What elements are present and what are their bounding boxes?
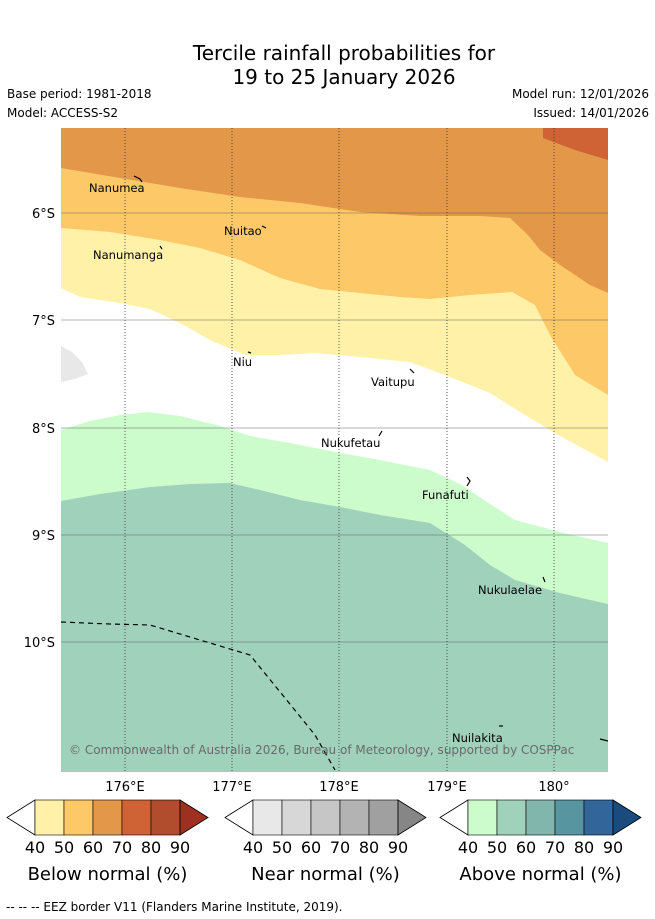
lon-label-180: 180° <box>538 780 569 795</box>
base-period: Base period: 1981-2018 <box>7 87 152 101</box>
lon-label-179e: 179°E <box>427 780 467 795</box>
lat-label-7s: 7°S <box>32 314 55 329</box>
below-colorbar-segment <box>63 799 94 836</box>
near-colorbar-tick-label: 50 <box>272 838 292 857</box>
place-label-nukufetau: Nukufetau <box>321 436 380 450</box>
lat-label-6s: 6°S <box>32 207 55 222</box>
above-colorbar-segment <box>525 799 556 836</box>
above-colorbar-tick-label: 80 <box>574 838 594 857</box>
title-line-2: 19 to 25 January 2026 <box>232 65 456 89</box>
map-title: Tercile rainfall probabilities for 19 to… <box>0 41 655 89</box>
below-colorbar-over-triangle <box>179 799 209 836</box>
eez-border-line <box>61 621 336 771</box>
above-normal-colorbar: 40 50 60 70 80 90 Above normal (%) <box>439 799 642 885</box>
below-colorbar-tick-label: 70 <box>112 838 132 857</box>
near-colorbar-tick-label: 80 <box>359 838 379 857</box>
island-nuitao <box>261 225 267 229</box>
below-colorbar-tick-label: 90 <box>170 838 190 857</box>
near-colorbar-title: Near normal (%) <box>251 864 400 885</box>
below-colorbar-title: Below normal (%) <box>28 864 188 885</box>
island-outlines <box>133 175 608 742</box>
island-niu <box>247 351 252 354</box>
above-colorbar-tick-label: 50 <box>487 838 507 857</box>
island-nanumea <box>133 175 143 183</box>
below-colorbar-tick-label: 80 <box>141 838 161 857</box>
copyright-notice: © Commonwealth of Australia 2026, Bureau… <box>69 743 574 757</box>
near-colorbar-under-triangle <box>224 799 254 836</box>
below-colorbar-tick-label: 40 <box>25 838 45 857</box>
island-nukufetau <box>378 430 383 437</box>
below-colorbar-tick-label: 60 <box>83 838 103 857</box>
island-edge <box>599 738 608 742</box>
near-normal-colorbar: 40 50 60 70 80 90 Near normal (%) <box>224 799 427 885</box>
below-colorbar-segment <box>150 799 181 836</box>
island-nanumanga <box>159 245 163 250</box>
near-colorbar-segment <box>281 799 312 836</box>
below-normal-70-80-area <box>543 128 608 160</box>
near-colorbar-tick-label: 90 <box>388 838 408 857</box>
above-colorbar-tick-label: 40 <box>458 838 478 857</box>
above-normal-50-60-area <box>61 483 608 772</box>
map-plot-area: Nanumea Nuitao Nanumanga Niu Vaitupu Nuk… <box>61 128 608 772</box>
issued-date: Issued: 14/01/2026 <box>533 106 649 120</box>
above-colorbar-segment <box>554 799 585 836</box>
above-colorbar-segment <box>583 799 614 836</box>
island-funafuti <box>466 476 471 487</box>
above-colorbar-segment <box>467 799 498 836</box>
lat-label-10s: 10°S <box>24 636 55 651</box>
above-colorbar-tick-label: 90 <box>603 838 623 857</box>
place-label-nukulaelae: Nukulaelae <box>478 583 542 597</box>
model-run: Model run: 12/01/2026 <box>511 87 649 101</box>
place-label-niu: Niu <box>233 355 252 369</box>
below-normal-colorbar: 40 50 60 70 80 90 Below normal (%) <box>6 799 209 885</box>
place-label-nuilakita: Nuilakita <box>452 731 503 745</box>
above-colorbar-title: Above normal (%) <box>459 864 621 885</box>
below-colorbar-tick-label: 50 <box>54 838 74 857</box>
below-colorbar-segment <box>121 799 152 836</box>
below-colorbar-segment <box>92 799 123 836</box>
near-colorbar-tick-label: 60 <box>301 838 321 857</box>
place-label-nuitao: Nuitao <box>224 224 262 238</box>
lat-label-9s: 9°S <box>32 529 55 544</box>
near-colorbar-over-triangle <box>397 799 427 836</box>
near-colorbar-tick-label: 40 <box>243 838 263 857</box>
above-colorbar-tick-label: 70 <box>545 838 565 857</box>
longitude-gridlines <box>124 128 555 772</box>
above-colorbar-segment <box>496 799 527 836</box>
model-name: Model: ACCESS-S2 <box>7 106 119 120</box>
place-label-nanumanga: Nanumanga <box>93 248 163 262</box>
near-colorbar-segment <box>368 799 399 836</box>
place-label-nanumea: Nanumea <box>89 181 145 195</box>
near-colorbar-segment <box>252 799 283 836</box>
lat-label-8s: 8°S <box>32 422 55 437</box>
above-colorbar-over-triangle <box>612 799 642 836</box>
near-colorbar-segment <box>310 799 341 836</box>
below-colorbar-under-triangle <box>6 799 36 836</box>
eez-legend: -- -- -- EEZ border V11 (Flanders Marine… <box>6 900 343 914</box>
title-line-1: Tercile rainfall probabilities for <box>192 41 496 65</box>
near-normal-40-50-area <box>61 346 88 382</box>
above-colorbar-under-triangle <box>439 799 469 836</box>
place-label-vaitupu: Vaitupu <box>371 375 415 389</box>
near-colorbar-segment <box>339 799 370 836</box>
above-colorbar-tick-label: 60 <box>516 838 536 857</box>
lon-label-177e: 177°E <box>212 780 252 795</box>
island-nukulaelae <box>542 576 546 583</box>
near-colorbar-tick-label: 70 <box>330 838 350 857</box>
lon-label-176e: 176°E <box>105 780 145 795</box>
lon-label-178e: 178°E <box>319 780 359 795</box>
island-vaitupu <box>409 368 415 374</box>
latitude-gridlines <box>61 212 608 643</box>
colorbar-legends: 40 50 60 70 80 90 Below normal (%) 40 50 60 70 80 90… <box>6 799 642 885</box>
below-colorbar-segment <box>34 799 65 836</box>
place-label-funafuti: Funafuti <box>422 488 469 502</box>
